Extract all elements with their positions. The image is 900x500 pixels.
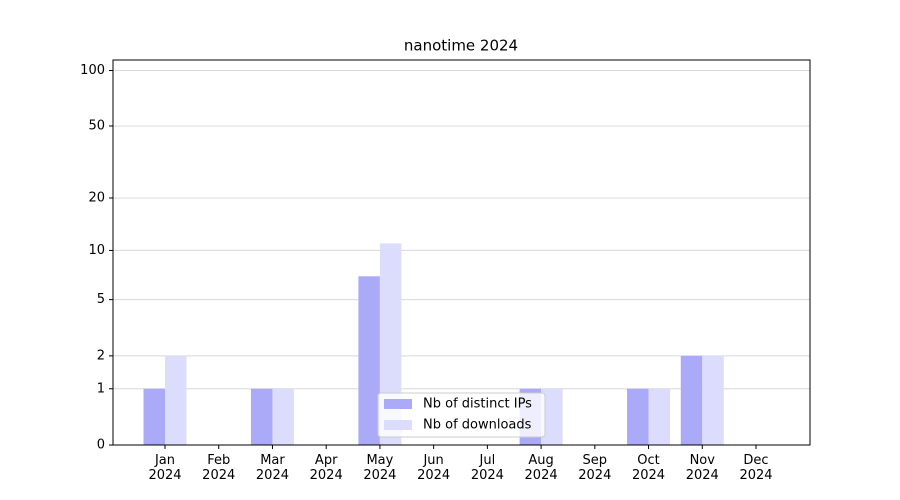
y-tick-label: 20 — [88, 190, 105, 205]
x-tick-label: Jul 2024 — [470, 453, 504, 483]
axes-frame — [112, 59, 811, 446]
bar — [541, 388, 563, 445]
x-tick-label: May 2024 — [363, 453, 397, 483]
chart-title: nanotime 2024 — [404, 37, 518, 55]
x-tick-label: Aug 2024 — [524, 453, 558, 483]
x-tick-label: Sep 2024 — [578, 453, 612, 483]
legend-box — [377, 392, 546, 438]
bar — [702, 355, 724, 445]
bar — [627, 388, 649, 445]
bar — [358, 276, 380, 445]
y-tick-label: 50 — [88, 118, 105, 133]
legend-label: Nb of distinct IPs — [423, 397, 532, 412]
x-tick-label: Mar 2024 — [255, 453, 289, 483]
y-tick-label: 5 — [97, 292, 105, 307]
x-tick-label: Jun 2024 — [417, 453, 451, 483]
bar — [680, 355, 703, 445]
y-tick-label: 2 — [97, 348, 105, 363]
x-tick-label: Nov 2024 — [685, 453, 719, 483]
bar — [143, 388, 165, 445]
bar — [165, 355, 187, 445]
y-tick-label: 0 — [97, 438, 105, 453]
bar — [272, 388, 294, 445]
legend-swatch — [384, 420, 412, 430]
y-tick-label: 10 — [88, 243, 105, 258]
x-tick-label: Feb 2024 — [202, 453, 236, 483]
x-tick-label: Jan 2024 — [148, 453, 182, 483]
bar — [250, 388, 273, 445]
y-tick-label: 1 — [97, 381, 105, 396]
y-tick-label: 100 — [80, 63, 105, 78]
x-tick-label: Dec 2024 — [739, 453, 773, 483]
legend-label: Nb of downloads — [423, 418, 532, 433]
legend-swatch — [384, 399, 412, 409]
x-tick-label: Oct 2024 — [631, 453, 666, 483]
bar — [648, 388, 671, 445]
x-tick-label: Apr 2024 — [309, 453, 343, 483]
